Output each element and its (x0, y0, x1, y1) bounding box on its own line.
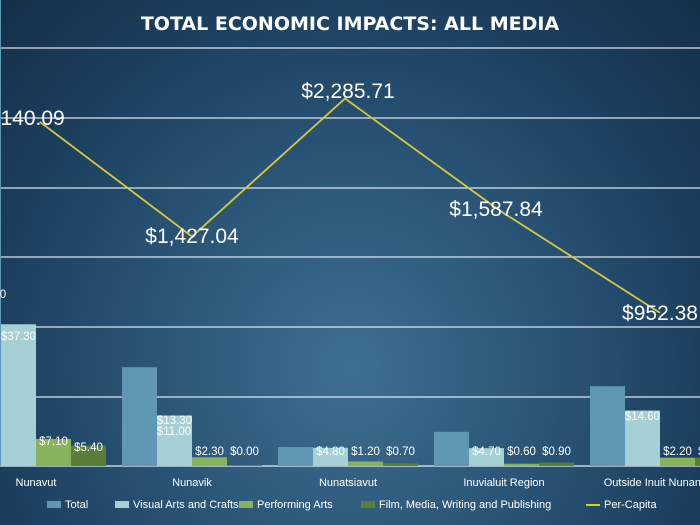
value-label-performing-arts-nunavut: $7.10 (39, 436, 68, 448)
bar-film-media-writing-and-publishing-nunavik (227, 465, 262, 466)
bar-film-media-writing-and-publishing-nunatsiavut (383, 463, 418, 466)
bar-total-nunavik (122, 367, 157, 466)
legend-swatch-visual-arts-and-crafts (115, 501, 129, 508)
value-label-visual-arts-and-crafts-nunavik: $13.30 (157, 415, 192, 427)
legend-label-total: Total (65, 499, 88, 511)
per-capita-line-path (39, 97, 661, 314)
x-tick-label-nunavik: Nunavik (172, 477, 212, 489)
bar-performing-arts-outside-inuit-nunangat (660, 457, 695, 466)
per-capita-label-nunavut: $2,140.09 (0, 107, 65, 130)
bars (0, 0, 700, 466)
bar-total-nunatsiavut (278, 447, 313, 466)
bar-performing-arts-nunavik (192, 457, 227, 466)
value-label-performing-arts-outside-inuit-nunangat: $2.20 (663, 446, 692, 458)
bar-total-outside-inuit-nunangat (590, 386, 625, 466)
bar-visual-arts-and-crafts-inuvialuit-region (469, 448, 504, 466)
value-label-cut-off: 0 (0, 289, 6, 301)
value-label-visual-arts-and-crafts-nunavut: $37.30 (1, 331, 36, 343)
legend: Total Visual Arts and Crafts Performing Ar… (47, 499, 657, 511)
value-label-film-media-writing-and-publishing-nunavik: $0.00 (230, 446, 259, 458)
value-label-film-media-writing-and-publishing-nunavut: $5.40 (74, 442, 103, 454)
bar-total-inuvialuit-region (434, 431, 469, 466)
per-capita-label-nunatsiavut: $2,285.71 (301, 80, 394, 103)
per-capita-label-inuvialuit-region: $1,587.84 (449, 198, 543, 221)
bar-visual-arts-and-crafts-nunavik (157, 415, 192, 466)
per-capita-line: $2,140.09 $1,427.04 $2,285.71 $1,587.84 $952… (0, 80, 698, 325)
legend-swatch-performing-arts (239, 501, 253, 508)
value-label-visual-arts-and-crafts-nunatsiavut: $4.80 (316, 446, 345, 458)
value-label-film-media-writing-and-publishing-nunatsiavut: $0.70 (386, 446, 415, 458)
per-capita-label-nunavik: $1,427.04 (145, 225, 239, 248)
bar-visual-arts-and-crafts-outside-inuit-nunangat (625, 410, 660, 466)
legend-label-film-media-writing-and-publishing: Film, Media, Writing and Publishing (379, 499, 551, 511)
legend-swatch-total (47, 501, 61, 508)
value-label-performing-arts-inuvialuit-region: $0.60 (507, 446, 536, 458)
gridlines (0, 47, 700, 467)
value-label-performing-arts-nunatsiavut: $1.20 (351, 446, 380, 458)
x-tick-label-nunatsiavut: Nunatsiavut (319, 477, 377, 489)
value-label-visual-arts-and-crafts-inuvialuit-region: $4.70 (472, 446, 501, 458)
legend-label-performing-arts: Performing Arts (257, 499, 333, 511)
bar-performing-arts-nunavut (36, 439, 71, 466)
x-tick-label-outside-inuit-nunangat: Outside Inuit Nunangat (604, 477, 700, 489)
bar-film-media-writing-and-publishing-outside-inuit-nunangat (695, 457, 700, 466)
value-label-film-media-writing-and-publishing-outside-inuit-nunangat: $2.20 (698, 446, 700, 458)
legend-label-visual-arts-and-crafts: Visual Arts and Crafts (133, 499, 239, 511)
value-label-film-media-writing-and-publishing-inuvialuit-region: $0.90 (542, 446, 571, 458)
value-label-total-partial: $11.00 (157, 426, 191, 438)
legend-label-per-capita: Per-Capita (604, 499, 657, 511)
bar-performing-arts-nunatsiavut (348, 461, 383, 466)
bar-visual-arts-and-crafts-nunavut (1, 324, 36, 466)
legend-swatch-film-media-writing-and-publishing (361, 501, 375, 508)
bar-film-media-writing-and-publishing-nunavut (71, 445, 106, 466)
x-tick-label-nunavut: Nunavut (16, 477, 57, 489)
labels: $37.30 $13.30 $4.80 $4.70 $14.60 $7.10 $2.30 $1… (0, 289, 700, 489)
bar-film-media-writing-and-publishing-inuvialuit-region (539, 462, 574, 466)
bar-total-nunavut (0, 0, 1, 466)
bar-performing-arts-inuvialuit-region (504, 463, 539, 466)
bar-visual-arts-and-crafts-nunatsiavut (313, 447, 348, 466)
x-tick-label-inuvialuit-region: Inuvialuit Region (463, 477, 544, 489)
value-label-visual-arts-and-crafts-outside-inuit-nunangat: $14.60 (625, 411, 660, 423)
chart-title: TOTAL ECONOMIC IMPACTS: ALL MEDIA (141, 13, 560, 35)
value-label-performing-arts-nunavik: $2.30 (195, 446, 224, 458)
per-capita-label-outside-inuit-nunangat: $952.38 (622, 302, 698, 325)
